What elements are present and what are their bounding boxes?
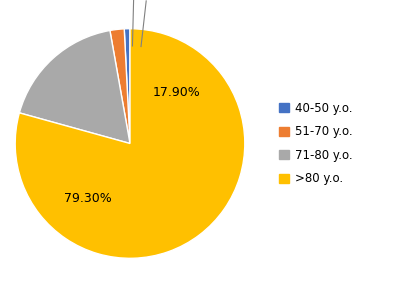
Text: 2%: 2%	[136, 0, 156, 1]
Text: 17.90%: 17.90%	[152, 86, 200, 99]
Wedge shape	[110, 29, 130, 144]
Wedge shape	[15, 29, 245, 258]
Wedge shape	[124, 29, 130, 144]
Text: 79.30%: 79.30%	[64, 192, 112, 205]
Wedge shape	[19, 30, 130, 144]
Legend: 40-50 y.o., 51-70 y.o., 71-80 y.o., >80 y.o.: 40-50 y.o., 51-70 y.o., 71-80 y.o., >80 …	[280, 102, 352, 185]
